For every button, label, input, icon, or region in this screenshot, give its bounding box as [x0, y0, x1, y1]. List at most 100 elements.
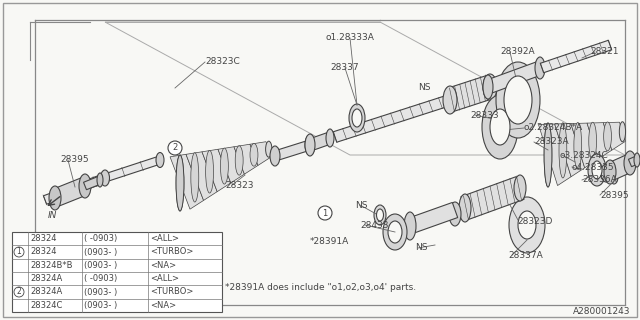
Text: 28324C: 28324C	[30, 301, 62, 310]
Text: <ALL>: <ALL>	[150, 274, 179, 283]
Text: <TURBO>: <TURBO>	[150, 247, 193, 257]
Text: (0903- ): (0903- )	[84, 247, 117, 257]
Ellipse shape	[459, 194, 471, 222]
Text: 28323C: 28323C	[205, 58, 240, 67]
Ellipse shape	[496, 62, 540, 138]
Ellipse shape	[156, 153, 164, 167]
Text: 2: 2	[17, 287, 21, 297]
Ellipse shape	[388, 221, 402, 243]
Text: 28336A: 28336A	[582, 175, 617, 185]
Ellipse shape	[509, 197, 545, 253]
Ellipse shape	[518, 211, 536, 239]
Polygon shape	[170, 154, 204, 209]
Ellipse shape	[404, 212, 416, 240]
Text: 28433: 28433	[360, 220, 388, 229]
Ellipse shape	[376, 209, 383, 221]
Polygon shape	[218, 147, 244, 183]
Polygon shape	[44, 174, 106, 204]
Ellipse shape	[634, 153, 640, 167]
Ellipse shape	[352, 109, 362, 127]
Ellipse shape	[326, 129, 334, 147]
Ellipse shape	[270, 146, 280, 166]
Text: 28323D: 28323D	[517, 218, 552, 227]
Polygon shape	[104, 156, 161, 182]
Ellipse shape	[305, 134, 315, 156]
Text: 1: 1	[323, 209, 328, 218]
Polygon shape	[83, 176, 102, 190]
Text: NS: NS	[418, 84, 431, 92]
Polygon shape	[571, 123, 598, 168]
Text: o3.28324C: o3.28324C	[560, 150, 609, 159]
Polygon shape	[407, 203, 458, 234]
Text: 28337A: 28337A	[508, 251, 543, 260]
Text: 28392A: 28392A	[500, 47, 534, 57]
Text: 28324: 28324	[30, 247, 56, 257]
Text: 2: 2	[172, 143, 178, 153]
Ellipse shape	[490, 109, 510, 145]
Text: A280001243: A280001243	[573, 308, 630, 316]
Ellipse shape	[574, 123, 582, 169]
Text: 28395: 28395	[600, 190, 628, 199]
Circle shape	[318, 206, 332, 220]
Ellipse shape	[601, 164, 611, 182]
Text: <ALL>: <ALL>	[150, 234, 179, 243]
Text: NS: NS	[355, 201, 367, 210]
Polygon shape	[461, 177, 524, 219]
Ellipse shape	[374, 205, 386, 225]
Polygon shape	[273, 140, 312, 161]
Text: NS: NS	[415, 244, 428, 252]
Text: o4.28335: o4.28335	[572, 163, 614, 172]
Ellipse shape	[383, 214, 407, 250]
Text: 28324A: 28324A	[30, 287, 62, 297]
Text: *28391A: *28391A	[310, 237, 349, 246]
Ellipse shape	[349, 104, 365, 132]
Polygon shape	[333, 95, 452, 142]
Polygon shape	[606, 155, 634, 180]
Text: ( -0903): ( -0903)	[84, 234, 117, 243]
Ellipse shape	[191, 153, 199, 202]
Text: 28324A: 28324A	[30, 274, 62, 283]
Ellipse shape	[443, 86, 457, 114]
Ellipse shape	[483, 75, 493, 99]
Ellipse shape	[236, 146, 243, 175]
Ellipse shape	[49, 186, 61, 210]
Ellipse shape	[620, 122, 625, 142]
Text: IN: IN	[47, 211, 57, 220]
Polygon shape	[540, 40, 612, 73]
Text: o1.28333A: o1.28333A	[325, 34, 374, 43]
Text: <NA>: <NA>	[150, 261, 176, 270]
Text: ( -0903): ( -0903)	[84, 274, 117, 283]
Ellipse shape	[176, 155, 184, 211]
Text: 28337: 28337	[330, 63, 358, 73]
Text: (0903- ): (0903- )	[84, 301, 117, 310]
Ellipse shape	[305, 135, 315, 155]
Ellipse shape	[97, 173, 103, 187]
Circle shape	[14, 247, 24, 257]
Text: 28395: 28395	[60, 156, 88, 164]
Ellipse shape	[449, 202, 461, 226]
Text: <NA>: <NA>	[150, 301, 176, 310]
Ellipse shape	[589, 122, 596, 160]
Text: 28333: 28333	[470, 110, 499, 119]
Bar	[12, 232, 222, 312]
Ellipse shape	[624, 151, 636, 175]
Ellipse shape	[559, 123, 567, 178]
Ellipse shape	[535, 57, 545, 79]
Ellipse shape	[205, 150, 214, 193]
Text: 28324: 28324	[30, 234, 56, 243]
Ellipse shape	[250, 143, 258, 166]
Polygon shape	[538, 124, 571, 186]
Text: <TURBO>: <TURBO>	[150, 287, 193, 297]
Ellipse shape	[483, 74, 497, 100]
Ellipse shape	[504, 76, 532, 124]
Polygon shape	[308, 132, 332, 151]
Polygon shape	[604, 122, 625, 150]
Text: *28391A does include "o1,o2,o3,o4' parts.: *28391A does include "o1,o2,o3,o4' parts…	[225, 283, 416, 292]
Polygon shape	[202, 149, 231, 192]
Ellipse shape	[220, 148, 228, 184]
Polygon shape	[587, 123, 612, 159]
Text: (0903- ): (0903- )	[84, 287, 117, 297]
Circle shape	[168, 141, 182, 155]
Ellipse shape	[100, 170, 109, 186]
Text: o2.28324B*A: o2.28324B*A	[524, 124, 583, 132]
